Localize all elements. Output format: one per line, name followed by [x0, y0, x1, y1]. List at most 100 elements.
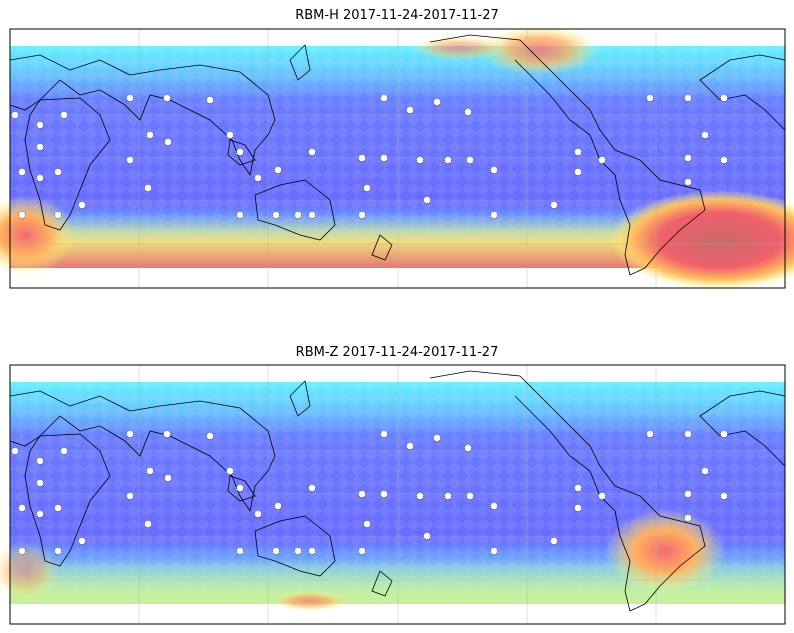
station [18, 168, 26, 176]
station [11, 111, 19, 119]
station [226, 467, 234, 475]
station [164, 138, 172, 146]
station [684, 178, 692, 186]
station [358, 547, 366, 555]
station [60, 447, 68, 455]
station [18, 504, 26, 512]
station [126, 430, 134, 438]
station [574, 484, 582, 492]
station [236, 484, 244, 492]
station [464, 108, 472, 116]
station [490, 502, 498, 510]
station [54, 211, 62, 219]
station [308, 211, 316, 219]
station [444, 156, 452, 164]
station [574, 168, 582, 176]
station [36, 457, 44, 465]
station [684, 490, 692, 498]
station [466, 156, 474, 164]
station [720, 156, 728, 164]
grid [10, 29, 785, 288]
station [274, 166, 282, 174]
station [464, 444, 472, 452]
station [36, 121, 44, 129]
station [144, 184, 152, 192]
panel-frame [9, 364, 786, 625]
station [274, 502, 282, 510]
station [36, 143, 44, 151]
hot-spot [480, 25, 600, 75]
station [646, 94, 654, 102]
station [684, 154, 692, 162]
station [54, 504, 62, 512]
station [646, 430, 654, 438]
station [144, 520, 152, 528]
station [272, 547, 280, 555]
station [163, 94, 171, 102]
station [146, 467, 154, 475]
station [11, 447, 19, 455]
station [550, 201, 558, 209]
station [236, 547, 244, 555]
panel-title: RBM-Z 2017-11-24-2017-11-27 [296, 345, 499, 360]
station [358, 490, 366, 498]
station [36, 174, 44, 182]
hot-spot [0, 541, 60, 601]
station [358, 211, 366, 219]
station [126, 492, 134, 500]
station [206, 96, 214, 104]
station [126, 94, 134, 102]
station [598, 492, 606, 500]
station [236, 148, 244, 156]
station [423, 532, 431, 540]
station [423, 196, 431, 204]
station [684, 430, 692, 438]
stations [11, 94, 728, 219]
station [701, 467, 709, 475]
station [206, 432, 214, 440]
station [54, 547, 62, 555]
station [308, 484, 316, 492]
station [60, 111, 68, 119]
station [18, 547, 26, 555]
station [254, 174, 262, 182]
map-panel [0, 25, 794, 290]
station [380, 430, 388, 438]
stations [11, 430, 728, 555]
station [684, 94, 692, 102]
station [36, 510, 44, 518]
station [36, 479, 44, 487]
station [78, 537, 86, 545]
hot-spot [270, 591, 350, 611]
station [308, 148, 316, 156]
station [466, 492, 474, 500]
station [406, 106, 414, 114]
station [490, 166, 498, 174]
station [433, 98, 441, 106]
panel-frame [9, 28, 786, 289]
hot-spot [410, 36, 510, 60]
panel-title: RBM-H 2017-11-24-2017-11-27 [295, 8, 499, 23]
station [164, 474, 172, 482]
station [444, 492, 452, 500]
station [406, 442, 414, 450]
station [720, 492, 728, 500]
station [78, 201, 86, 209]
station [126, 156, 134, 164]
station [236, 211, 244, 219]
station [363, 184, 371, 192]
station [308, 547, 316, 555]
station [720, 94, 728, 102]
station [574, 504, 582, 512]
station [490, 547, 498, 555]
station [363, 520, 371, 528]
station [163, 430, 171, 438]
map-panel [0, 364, 786, 625]
station [358, 154, 366, 162]
grid [10, 365, 785, 624]
station [380, 490, 388, 498]
station [598, 156, 606, 164]
hot-spot [605, 509, 725, 593]
station [720, 430, 728, 438]
